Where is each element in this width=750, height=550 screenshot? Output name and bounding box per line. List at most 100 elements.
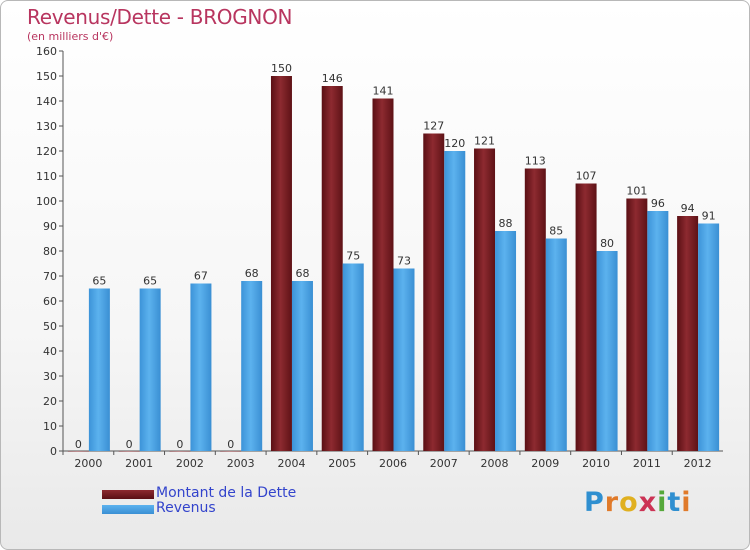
bar-dette-2008 <box>474 148 496 451</box>
bars <box>67 76 720 452</box>
x-tick-label: 2002 <box>176 457 204 470</box>
bar-revenus-2010 <box>596 251 618 451</box>
label-dette-2005: 146 <box>322 72 343 85</box>
label-dette-2001: 0 <box>126 438 133 451</box>
x-tick-label: 2011 <box>633 457 661 470</box>
x-tick-label: 2006 <box>379 457 407 470</box>
bar-revenus-2004 <box>291 281 313 451</box>
bar-revenus-2006 <box>393 268 415 451</box>
bar-dette-2009 <box>524 168 546 451</box>
label-dette-2008: 121 <box>474 135 495 148</box>
legend-label-debt: Montant de la Dette <box>156 485 297 501</box>
legend-swatch-debt <box>102 490 154 499</box>
logo-letter: r <box>604 487 620 518</box>
label-revenus-2009: 85 <box>549 225 563 238</box>
bar-dette-2004 <box>270 76 292 451</box>
bar-dette-2005 <box>321 86 343 451</box>
label-revenus-2012: 91 <box>702 210 716 223</box>
logo-letter: i <box>681 487 692 518</box>
y-tick-label: 30 <box>43 370 57 383</box>
proxiti-logo: Proxiti <box>584 487 692 518</box>
y-tick-label: 80 <box>43 245 57 258</box>
x-tick-label: 2010 <box>582 457 610 470</box>
y-tick-label: 130 <box>36 120 57 133</box>
x-tick-label: 2000 <box>74 457 102 470</box>
x-tick-label: 2001 <box>125 457 153 470</box>
x-tick-label: 2009 <box>531 457 559 470</box>
bar-dette-2006 <box>372 98 394 451</box>
legend-label-revenus: Revenus <box>156 500 216 516</box>
label-revenus-2011: 96 <box>651 197 665 210</box>
bar-revenus-2011 <box>647 211 669 451</box>
x-tick-label: 2012 <box>684 457 712 470</box>
y-tick-label: 70 <box>43 270 57 283</box>
label-revenus-2005: 75 <box>346 250 360 263</box>
label-revenus-2001: 65 <box>143 275 157 288</box>
label-dette-2010: 107 <box>576 170 597 183</box>
bar-revenus-2012 <box>698 223 720 451</box>
y-tick-label: 40 <box>43 345 57 358</box>
axes: 0 10 20 30 40 50 60 70 80 90 100 110 120 130 140 150 160… <box>36 45 723 470</box>
label-revenus-2008: 88 <box>499 217 513 230</box>
label-revenus-2010: 80 <box>600 237 614 250</box>
y-tick-label: 90 <box>43 220 57 233</box>
label-dette-2004: 150 <box>271 62 292 75</box>
x-tick-label: 2004 <box>277 457 305 470</box>
bar-revenus-2009 <box>545 238 567 451</box>
x-tick-label: 2005 <box>328 457 356 470</box>
label-revenus-2002: 67 <box>194 270 208 283</box>
bar-dette-2002 <box>169 451 191 452</box>
y-tick-label: 60 <box>43 295 57 308</box>
label-revenus-2007: 120 <box>444 137 465 150</box>
bar-revenus-2008 <box>495 231 517 451</box>
y-tick-label: 150 <box>36 70 57 83</box>
bar-dette-2000 <box>67 451 89 452</box>
label-revenus-2000: 65 <box>92 275 106 288</box>
y-tick-label: 160 <box>36 45 57 58</box>
x-tick-label: 2003 <box>227 457 255 470</box>
y-tick-label: 100 <box>36 195 57 208</box>
label-dette-2011: 101 <box>626 185 647 198</box>
y-tick-label: 10 <box>43 420 57 433</box>
legend-item-revenus: Revenus <box>102 500 302 516</box>
label-dette-2007: 127 <box>423 120 444 133</box>
bar-revenus-2000 <box>88 288 110 451</box>
chart-title: Revenus/Dette - BROGNON <box>27 5 293 29</box>
x-tick-label: 2008 <box>481 457 509 470</box>
bar-revenus-2003 <box>241 281 263 451</box>
bar-revenus-2002 <box>190 283 212 451</box>
label-dette-2000: 0 <box>75 438 82 451</box>
label-dette-2009: 113 <box>525 155 546 168</box>
bar-dette-2011 <box>626 198 648 451</box>
logo-letter: i <box>657 487 668 518</box>
logo-letter: P <box>584 487 605 518</box>
label-dette-2002: 0 <box>176 438 183 451</box>
bar-revenus-2005 <box>342 263 364 451</box>
legend-item-debt: Montant de la Dette <box>102 485 302 501</box>
label-dette-2006: 141 <box>373 85 394 98</box>
legend-swatch-revenus <box>102 505 154 514</box>
bar-dette-2001 <box>118 451 140 452</box>
y-tick-label: 0 <box>50 445 57 458</box>
bar-revenus-2001 <box>139 288 161 451</box>
data-labels: 0 0 0 0 150 146 141 127 121 113 107 101 94 65 65 67 68 68… <box>75 62 716 451</box>
y-tick-label: 120 <box>36 145 57 158</box>
label-revenus-2003: 68 <box>245 267 259 280</box>
logo-letter: t <box>667 487 682 518</box>
bar-revenus-2007 <box>444 151 466 451</box>
logo-letter: o <box>619 487 639 518</box>
label-revenus-2004: 68 <box>295 267 309 280</box>
label-dette-2003: 0 <box>227 438 234 451</box>
bar-dette-2012 <box>677 216 699 451</box>
label-dette-2012: 94 <box>681 202 695 215</box>
chart-subtitle: (en milliers d'€) <box>27 30 114 43</box>
bar-dette-2007 <box>423 133 445 451</box>
bar-dette-2010 <box>575 183 597 451</box>
logo-letter: x <box>638 487 658 518</box>
label-revenus-2006: 73 <box>397 255 411 268</box>
bar-dette-2003 <box>220 451 242 452</box>
y-tick-label: 140 <box>36 95 57 108</box>
y-tick-label: 50 <box>43 320 57 333</box>
